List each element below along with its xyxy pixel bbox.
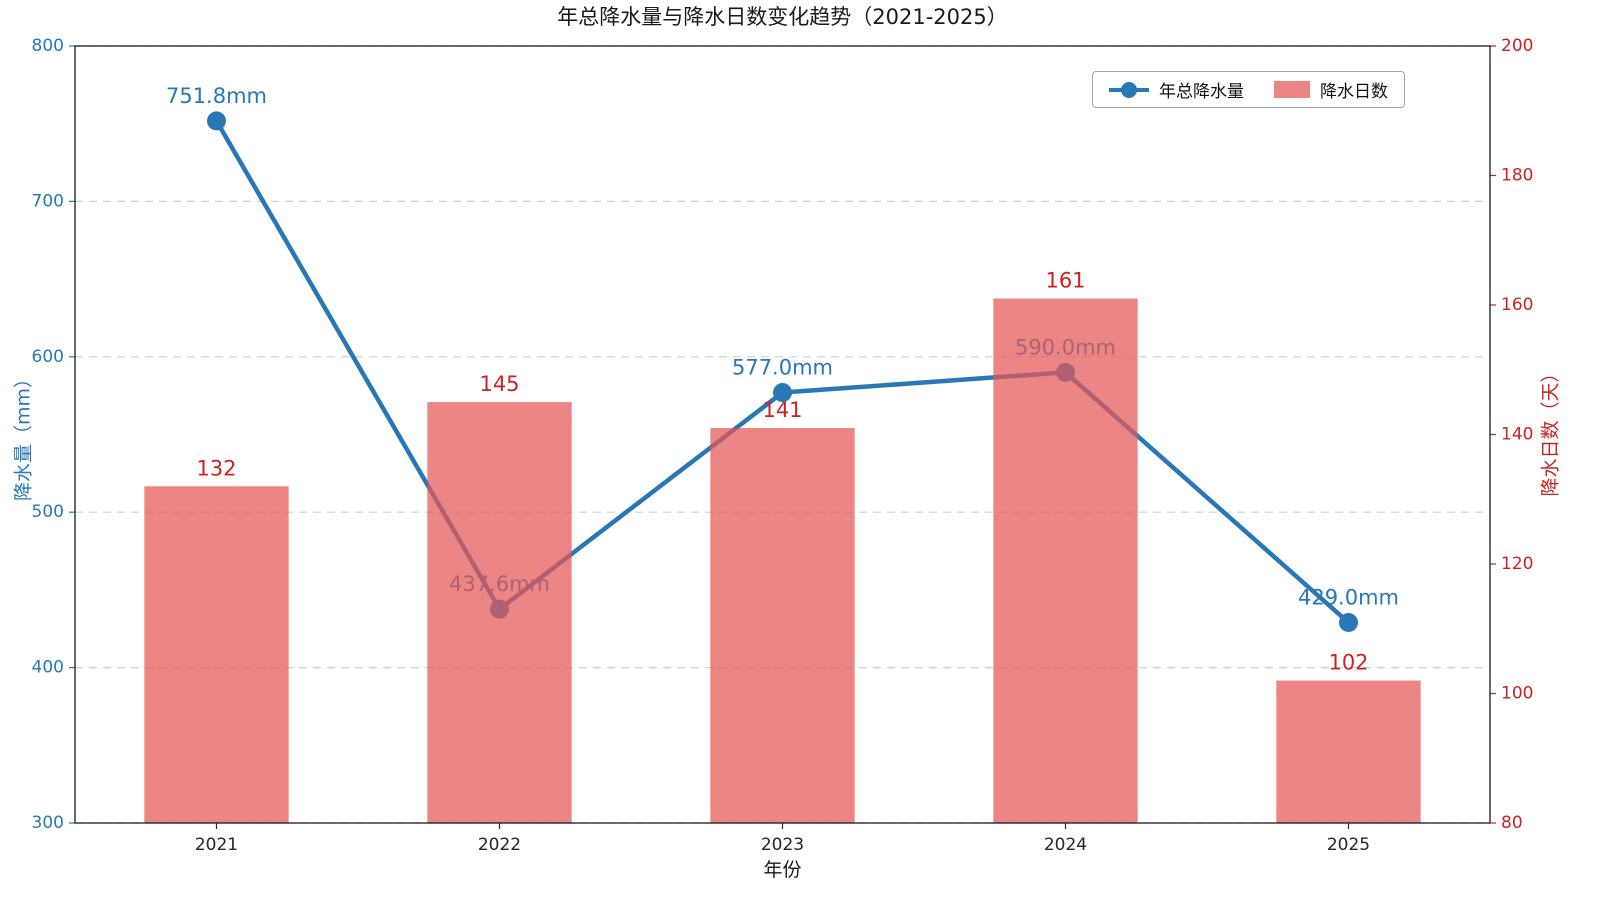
precipitation-value-label: 751.8mm	[166, 84, 267, 108]
y-left-tick-label: 400	[32, 658, 64, 678]
y-left-tick-label: 700	[32, 191, 64, 211]
rain-days-bar	[1276, 680, 1421, 823]
y-right-tick-label: 200	[1501, 36, 1533, 56]
y-right-tick-label: 180	[1501, 166, 1533, 186]
y-left-tick-label: 600	[32, 347, 64, 367]
legend-bar-swatch-icon	[1274, 81, 1310, 98]
legend-line-dot-icon	[1121, 81, 1137, 98]
legend: 年总降水量 降水日数	[1092, 71, 1405, 108]
y-right-tick-label: 140	[1501, 425, 1533, 445]
rain-days-value-label: 132	[196, 456, 236, 480]
y-left-tick-label: 500	[32, 502, 64, 522]
rain-days-value-label: 102	[1328, 651, 1368, 675]
x-tick-label: 2024	[1044, 835, 1087, 855]
precipitation-value-label: 429.0mm	[1298, 586, 1399, 610]
legend-label-rain-days: 降水日数	[1320, 82, 1388, 102]
x-tick-label: 2025	[1327, 835, 1370, 855]
rain-days-value-label: 141	[762, 398, 802, 422]
plot-border	[74, 45, 1491, 824]
rain-days-value-label: 161	[1045, 269, 1085, 293]
precipitation-point	[207, 111, 226, 131]
x-axis-title: 年份	[763, 859, 802, 881]
y-axis-title-left: 降水量（mm）	[12, 368, 35, 502]
y-right-tick-label: 100	[1501, 684, 1533, 704]
y-left-tick-label: 800	[32, 36, 64, 56]
rain-days-value-label: 145	[479, 372, 519, 396]
legend-item-precipitation: 年总降水量	[1109, 77, 1244, 102]
x-tick-label: 2022	[478, 835, 521, 855]
rain-days-bar	[427, 402, 572, 823]
y-axis-title-right: 降水日数（天）	[1539, 363, 1562, 497]
precipitation-value-label: 577.0mm	[732, 356, 833, 380]
rain-days-bar	[144, 486, 289, 823]
x-tick-label: 2021	[195, 835, 238, 855]
chart-title: 年总降水量与降水日数变化趋势（2021-2025）	[557, 5, 1008, 29]
legend-label-precipitation: 年总降水量	[1159, 82, 1244, 102]
y-right-tick-label: 160	[1501, 295, 1533, 315]
legend-item-rain-days: 降水日数	[1274, 77, 1388, 102]
y-right-tick-label: 120	[1501, 554, 1533, 574]
legend-line-marker-icon	[1109, 81, 1149, 99]
rain-days-bar	[993, 298, 1138, 823]
y-right-tick-label: 80	[1501, 813, 1523, 833]
y-left-tick-label: 300	[32, 813, 64, 833]
rain-days-bar	[710, 428, 855, 823]
precipitation-point	[773, 383, 792, 403]
precipitation-point	[1339, 613, 1358, 633]
x-tick-label: 2023	[761, 835, 804, 855]
